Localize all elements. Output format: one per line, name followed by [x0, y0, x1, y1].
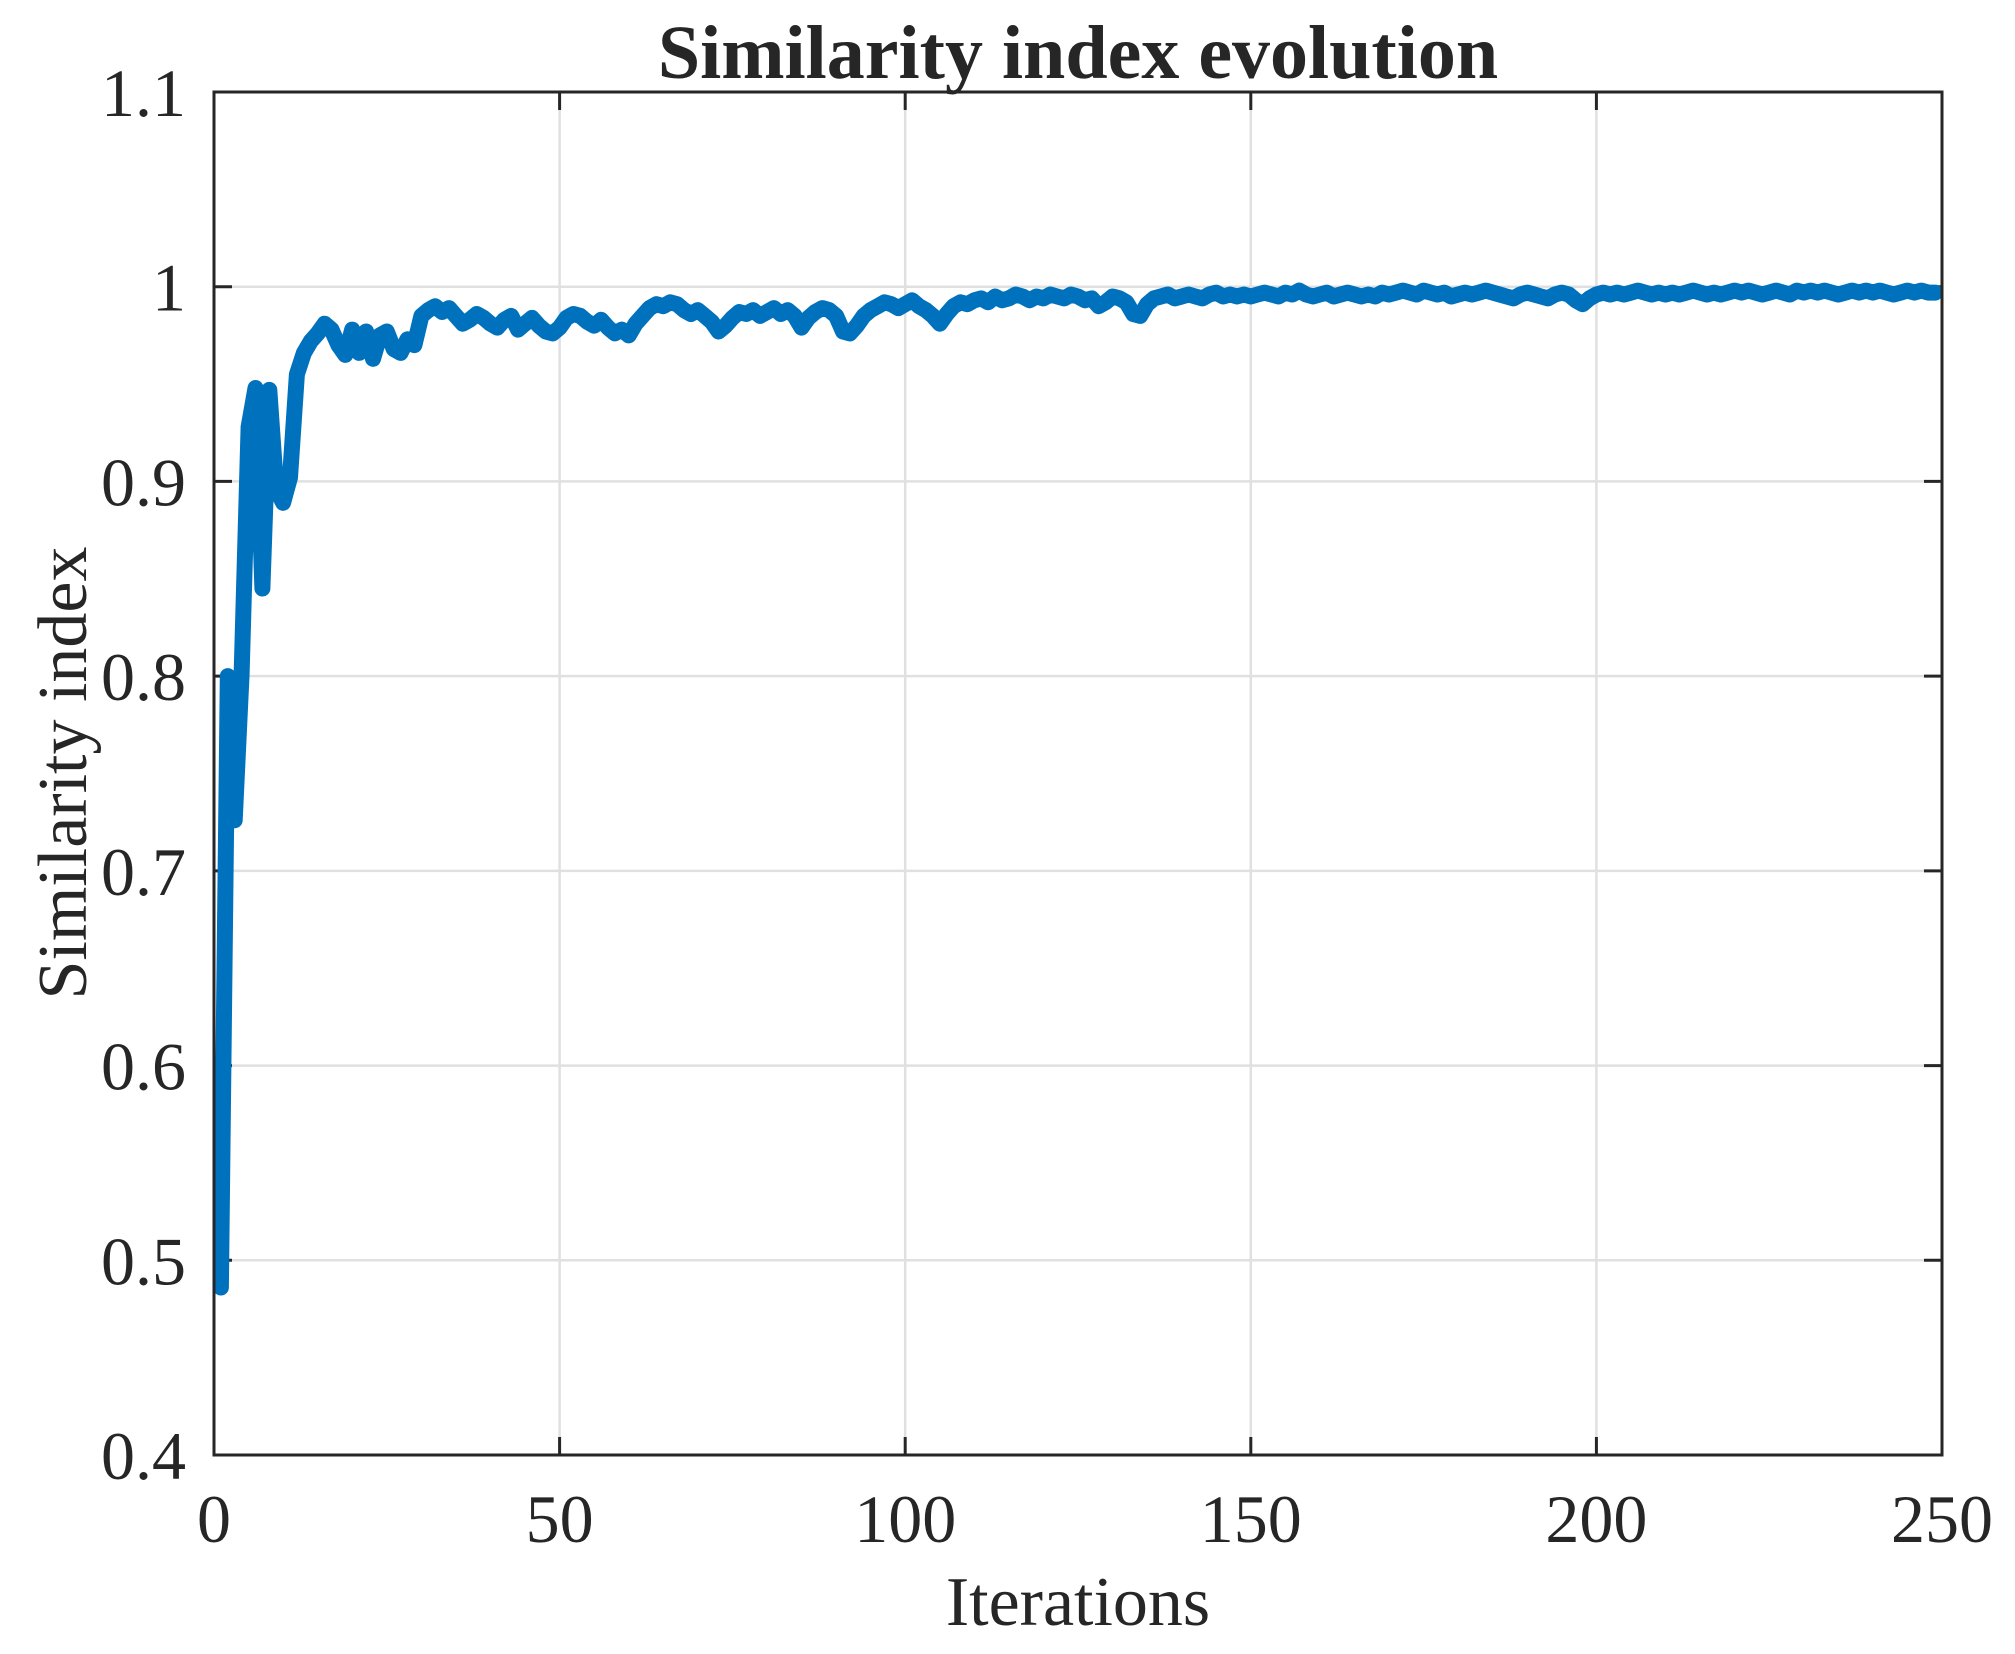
y-tick-label: 0.7	[101, 834, 186, 910]
x-tick-label: 0	[197, 1481, 231, 1557]
data-line	[212, 282, 1944, 1296]
chart-title: Similarity index evolution	[658, 11, 1498, 95]
x-axis-label: Iterations	[946, 1564, 1210, 1641]
x-tick-label: 50	[526, 1481, 594, 1557]
x-tick-label: 200	[1545, 1481, 1647, 1557]
y-tick-label: 0.9	[101, 444, 186, 520]
plot-box-border	[212, 90, 1944, 1457]
x-tick-label: 100	[854, 1481, 956, 1557]
x-tick-labels: 0 50 100 150 200 250	[197, 1481, 1993, 1557]
y-tick-label: 0.5	[101, 1223, 186, 1299]
y-tick-label: 1	[152, 250, 186, 326]
y-axis-label: Similarity index	[25, 546, 102, 999]
x-tick-label: 250	[1891, 1481, 1993, 1557]
y-tick-label: 0.8	[101, 639, 186, 715]
y-tick-label: 0.4	[101, 1418, 186, 1494]
y-tick-label: 0.6	[101, 1029, 186, 1105]
y-tick-labels: 0.4 0.5 0.6 0.7 0.8 0.9 1 1.1	[101, 55, 186, 1494]
y-tick-label: 1.1	[101, 55, 186, 131]
x-tick-label: 150	[1200, 1481, 1302, 1557]
